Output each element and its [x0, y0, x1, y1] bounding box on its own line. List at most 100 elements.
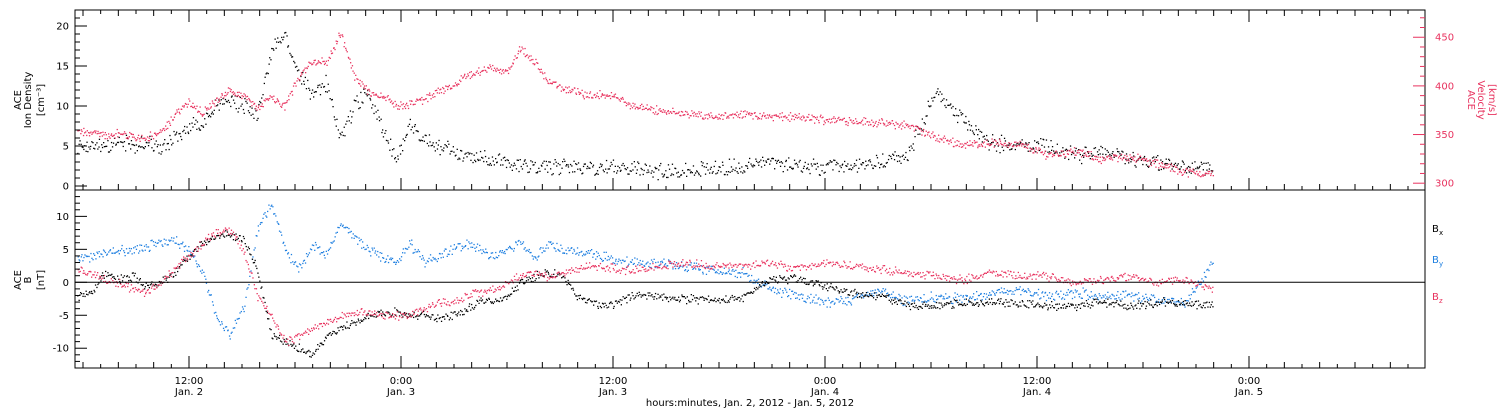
- velocity-point: [444, 90, 446, 92]
- by-point: [409, 240, 411, 242]
- bx-point: [384, 315, 387, 317]
- by-point: [818, 297, 820, 299]
- bz-point: [313, 327, 315, 329]
- velocity-point: [762, 114, 764, 116]
- velocity-point: [1129, 154, 1131, 156]
- density-point: [303, 80, 305, 82]
- by-point: [1017, 288, 1019, 291]
- bx-point: [429, 318, 432, 320]
- density-point: [978, 138, 980, 140]
- by-point: [882, 288, 884, 290]
- velocity-point: [758, 117, 761, 120]
- by-point: [826, 306, 828, 308]
- density-point: [1207, 162, 1209, 164]
- by-point: [1173, 301, 1175, 303]
- velocity-point: [1052, 153, 1054, 156]
- density-point: [1196, 166, 1199, 168]
- by-point: [1083, 291, 1086, 293]
- by-point: [1082, 287, 1084, 289]
- bx-point: [641, 294, 643, 296]
- by-point: [704, 267, 706, 269]
- by-point: [682, 264, 684, 266]
- bx-point: [243, 237, 245, 240]
- velocity-point: [269, 95, 271, 97]
- by-point: [314, 241, 317, 244]
- velocity-point: [1197, 174, 1199, 176]
- bx-point: [993, 302, 996, 304]
- velocity-point: [418, 99, 420, 101]
- by-point: [757, 278, 760, 280]
- velocity-point: [206, 109, 208, 111]
- density-point: [1037, 143, 1040, 145]
- density-point: [1193, 169, 1195, 171]
- density-point: [264, 76, 266, 78]
- bx-point: [128, 276, 130, 278]
- density-point: [790, 166, 792, 168]
- velocity-point: [315, 64, 317, 66]
- by-point: [596, 256, 598, 258]
- velocity-point: [860, 120, 863, 123]
- by-point: [293, 263, 295, 265]
- bx-point: [627, 294, 629, 296]
- by-point: [96, 251, 98, 253]
- by-point: [702, 271, 704, 273]
- by-point: [223, 329, 225, 332]
- velocity-point: [327, 59, 329, 62]
- bx-point: [1209, 306, 1211, 308]
- velocity-point: [614, 93, 617, 95]
- velocity-point: [813, 116, 815, 118]
- bz-point: [217, 229, 219, 231]
- by-point: [1198, 283, 1201, 285]
- density-point: [97, 148, 99, 150]
- by-point: [734, 275, 736, 278]
- velocity-point: [274, 102, 276, 104]
- bx-point: [356, 321, 358, 323]
- velocity-point: [198, 111, 201, 113]
- density-point: [755, 160, 758, 162]
- bx-point: [695, 297, 698, 299]
- velocity-point: [301, 73, 303, 75]
- velocity-point: [422, 99, 424, 101]
- density-point: [952, 105, 954, 108]
- velocity-point: [873, 124, 875, 126]
- by-point: [86, 255, 88, 258]
- bx-point: [671, 297, 673, 300]
- density-point: [1165, 162, 1167, 165]
- velocity-point: [818, 119, 820, 122]
- velocity-point: [364, 88, 367, 90]
- by-point: [1053, 298, 1055, 300]
- density-point: [1125, 153, 1128, 155]
- velocity-point: [298, 79, 300, 81]
- bx-point: [661, 294, 663, 296]
- by-point: [606, 259, 608, 261]
- density-point: [1149, 160, 1151, 162]
- density-point: [463, 157, 465, 159]
- velocity-point: [219, 100, 221, 102]
- bz-point: [132, 287, 135, 289]
- velocity-point: [534, 63, 536, 65]
- bx-point: [304, 351, 306, 353]
- by-point: [744, 273, 746, 275]
- velocity-point: [201, 114, 203, 116]
- by-point: [901, 297, 903, 299]
- by-point: [641, 263, 643, 266]
- density-point: [960, 111, 962, 114]
- by-point: [281, 234, 283, 236]
- density-point: [772, 157, 774, 159]
- velocity-point: [634, 108, 636, 110]
- bx-point: [445, 313, 447, 315]
- bx-point: [876, 294, 878, 297]
- velocity-point: [281, 104, 283, 106]
- by-point: [396, 260, 399, 262]
- bz-point: [274, 322, 276, 324]
- velocity-point: [135, 140, 137, 142]
- velocity-point: [1155, 166, 1157, 168]
- bz-point: [235, 238, 237, 240]
- by-point: [938, 295, 940, 297]
- bx-point: [166, 277, 168, 279]
- velocity-point: [78, 130, 80, 132]
- density-point: [744, 171, 746, 173]
- by-point: [278, 230, 281, 232]
- density-point: [814, 163, 817, 165]
- density-point: [776, 162, 778, 164]
